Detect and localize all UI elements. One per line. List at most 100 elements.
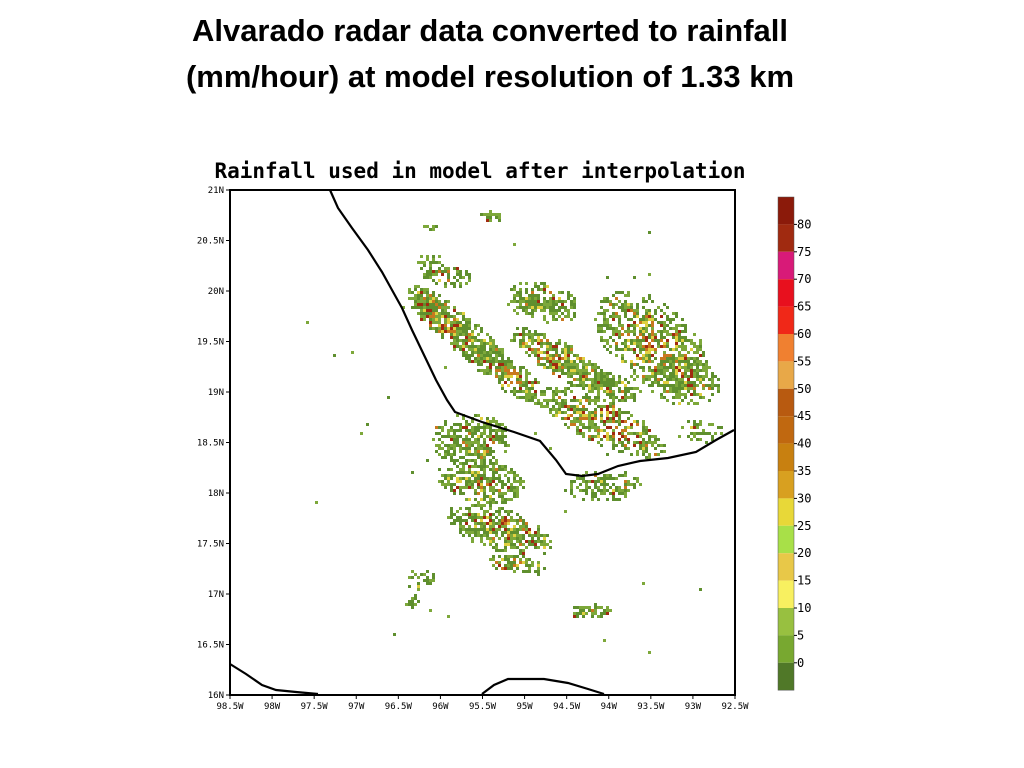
rain-cell <box>537 300 540 303</box>
rain-cell <box>420 261 423 264</box>
rain-cell <box>552 372 555 375</box>
rain-cell <box>645 312 648 315</box>
rain-cell <box>513 393 516 396</box>
rain-cell <box>597 405 600 408</box>
lat-tick-label: 18.5N <box>197 439 224 449</box>
rain-cell <box>684 330 687 333</box>
rain-cell <box>492 555 495 558</box>
rain-cell <box>609 474 612 477</box>
rain-cell <box>597 441 600 444</box>
rain-cell <box>558 375 561 378</box>
rain-cell <box>672 354 675 357</box>
rain-cell <box>498 435 501 438</box>
rain-cell <box>552 354 555 357</box>
rain-cell <box>516 375 519 378</box>
rain-cell <box>522 384 525 387</box>
rain-cell <box>684 360 687 363</box>
rain-cell <box>522 528 525 531</box>
rain-cell <box>492 429 495 432</box>
rain-cell <box>669 348 672 351</box>
rain-cell <box>465 513 468 516</box>
rain-cell <box>570 366 573 369</box>
rain-cell <box>453 453 456 456</box>
rain-cell <box>432 573 435 576</box>
rain-cell <box>504 549 507 552</box>
rain-cell <box>630 363 633 366</box>
rain-cell <box>561 369 564 372</box>
rain-cell <box>636 345 639 348</box>
rain-cell <box>447 279 450 282</box>
rain-cell <box>633 387 636 390</box>
rain-cell <box>687 366 690 369</box>
rain-cell <box>702 351 705 354</box>
rain-cell <box>504 531 507 534</box>
rain-cell <box>501 501 504 504</box>
rain-cell <box>501 498 504 501</box>
rain-cell <box>615 420 618 423</box>
rain-cell <box>681 336 684 339</box>
rain-cell <box>426 315 429 318</box>
rain-cell <box>642 450 645 453</box>
rain-cell <box>579 360 582 363</box>
rain-cell <box>609 351 612 354</box>
rain-cell <box>651 348 654 351</box>
rain-cell <box>603 345 606 348</box>
rain-cell <box>543 537 546 540</box>
rain-cell <box>513 369 516 372</box>
rain-cell <box>558 360 561 363</box>
rain-cell <box>432 291 435 294</box>
rain-cell <box>429 261 432 264</box>
rain-cell <box>579 606 582 609</box>
rain-cell <box>600 300 603 303</box>
rain-cell <box>498 492 501 495</box>
rain-cell <box>678 366 681 369</box>
rain-cell <box>606 606 609 609</box>
rain-cell <box>696 393 699 396</box>
rain-cell <box>711 381 714 384</box>
rain-cell <box>681 381 684 384</box>
rain-cell <box>453 462 456 465</box>
rain-cell <box>666 306 669 309</box>
rain-cell <box>672 357 675 360</box>
rain-cell <box>522 555 525 558</box>
rain-cell <box>480 351 483 354</box>
rain-cell <box>618 348 621 351</box>
rain-cell <box>636 336 639 339</box>
rain-cell <box>474 474 477 477</box>
rain-cell <box>492 498 495 501</box>
rain-cell <box>666 390 669 393</box>
rain-cell <box>510 537 513 540</box>
rain-cell <box>684 357 687 360</box>
rain-cell <box>576 408 579 411</box>
rain-cell <box>615 330 618 333</box>
rain-cell <box>477 438 480 441</box>
rain-cell <box>651 375 654 378</box>
rain-cell <box>645 330 648 333</box>
rain-cell <box>414 294 417 297</box>
rain-cell <box>630 387 633 390</box>
rain-cell <box>306 321 309 324</box>
rain-cell <box>414 303 417 306</box>
rain-cell <box>531 306 534 309</box>
rain-cell <box>648 297 651 300</box>
rain-cell <box>537 354 540 357</box>
rain-cell <box>453 429 456 432</box>
rain-cell <box>504 537 507 540</box>
rain-cell <box>507 558 510 561</box>
rain-cell <box>621 489 624 492</box>
rain-cell <box>465 486 468 489</box>
rain-cell <box>492 522 495 525</box>
rain-cell <box>468 498 471 501</box>
legend-label: 10 <box>797 601 811 615</box>
rain-cell <box>624 294 627 297</box>
rain-cell <box>495 471 498 474</box>
rain-cell <box>519 519 522 522</box>
rain-cell <box>507 498 510 501</box>
rain-cell <box>492 546 495 549</box>
rain-cell <box>663 321 666 324</box>
rain-cell <box>561 303 564 306</box>
rain-cell <box>537 528 540 531</box>
rain-cell <box>711 384 714 387</box>
rain-cell <box>507 564 510 567</box>
rain-cell <box>495 543 498 546</box>
